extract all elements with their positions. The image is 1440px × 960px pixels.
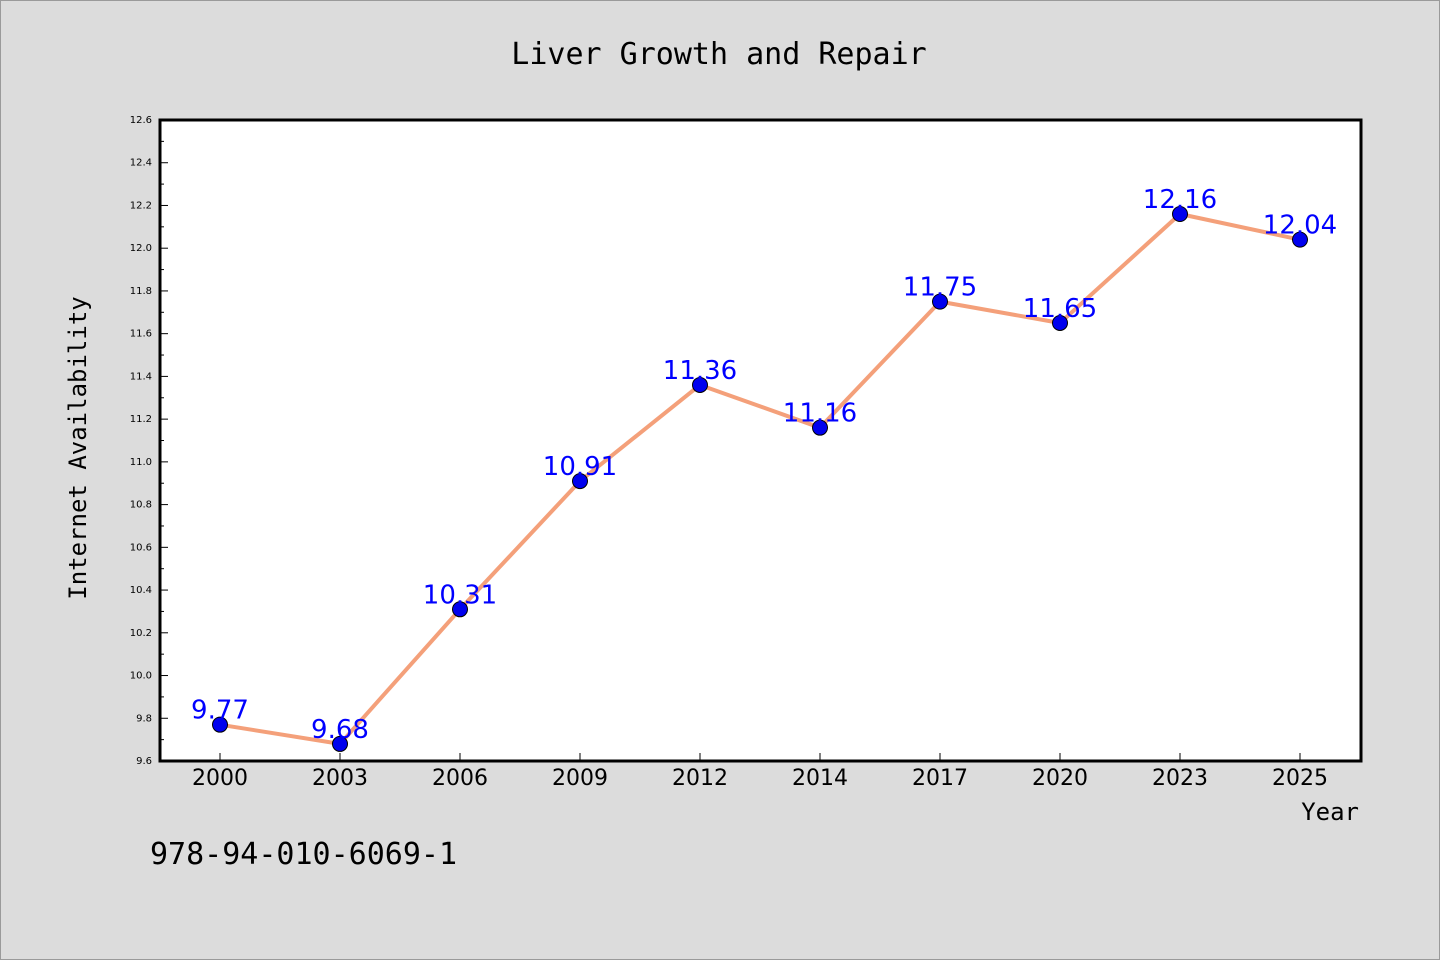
y-tick-label: 10.6	[130, 542, 152, 553]
x-tick-label: 2003	[312, 766, 368, 791]
x-axis: 2000 2003 2006 2009 2012 2014 2017 2020 2023 2025	[192, 753, 1328, 791]
data-point-2009	[572, 473, 588, 490]
chart-title: Liver Growth and Repair	[511, 37, 926, 72]
y-tick-label: 12.2	[130, 200, 152, 211]
x-tick-label: 2020	[1032, 766, 1088, 791]
series-line	[219, 212, 1301, 746]
data-point-2014	[812, 419, 828, 436]
y-tick-label: 10.4	[130, 585, 152, 596]
data-markers	[212, 206, 1308, 752]
x-tick-label: 2009	[552, 766, 608, 791]
data-point-2006	[452, 601, 468, 618]
data-point-2012	[692, 376, 708, 393]
data-point-2003	[332, 735, 348, 752]
y-tick-label: 10.8	[130, 500, 152, 511]
data-label-2000: 9.77	[191, 696, 249, 726]
y-tick-label: 11.4	[130, 371, 152, 382]
y-axis-label: Internet Availability	[64, 296, 92, 599]
x-tick-label: 2025	[1272, 766, 1328, 791]
y-tick-label: 10.0	[130, 671, 152, 682]
data-label-2014: 11.16	[783, 399, 857, 429]
y-tick-label: 9.6	[136, 756, 152, 767]
y-tick-label: 11.6	[130, 329, 152, 340]
plot-area	[158, 118, 1363, 763]
data-label-2023: 12.16	[1143, 185, 1217, 215]
y-tick-label: 12.4	[130, 158, 152, 169]
data-point-2017	[932, 293, 948, 310]
data-label-2006: 10.31	[423, 580, 497, 610]
y-tick-label: 12.6	[130, 115, 152, 126]
x-axis-label: Year	[1301, 798, 1359, 826]
data-point-2023	[1172, 206, 1188, 223]
y-axis: 9.6 9.8 10.0 10.2 10.4 10.6 10.8 11.0 11.2 11.4 11…	[130, 115, 168, 767]
y-tick-label: 10.2	[130, 628, 152, 639]
x-tick-label: 2014	[792, 766, 848, 791]
data-label-2009: 10.91	[543, 452, 617, 482]
data-point-2020	[1052, 314, 1068, 331]
data-label-2020: 11.65	[1023, 294, 1097, 324]
y-tick-label: 11.0	[130, 457, 152, 468]
x-tick-label: 2017	[912, 766, 968, 791]
x-tick-label: 2000	[192, 766, 248, 791]
data-labels: 9.77 9.68 10.31 10.91 11.36 11.16 11.75 11.65 12…	[191, 185, 1337, 745]
y-tick-label: 11.8	[130, 286, 152, 297]
data-label-2025: 12.04	[1263, 211, 1337, 241]
y-tick-label: 12.0	[130, 243, 152, 254]
y-tick-label: 9.8	[136, 713, 152, 724]
x-tick-label: 2006	[432, 766, 488, 791]
data-label-2012: 11.36	[663, 356, 737, 386]
x-tick-label: 2012	[672, 766, 728, 791]
data-label-2017: 11.75	[903, 273, 977, 303]
isbn-annotation: 978-94-010-6069-1	[150, 837, 457, 872]
data-point-2000	[212, 716, 228, 733]
y-tick-label: 11.2	[130, 414, 152, 425]
data-point-2025	[1292, 231, 1308, 248]
data-label-2003: 9.68	[311, 715, 369, 745]
x-tick-label: 2023	[1152, 766, 1208, 791]
